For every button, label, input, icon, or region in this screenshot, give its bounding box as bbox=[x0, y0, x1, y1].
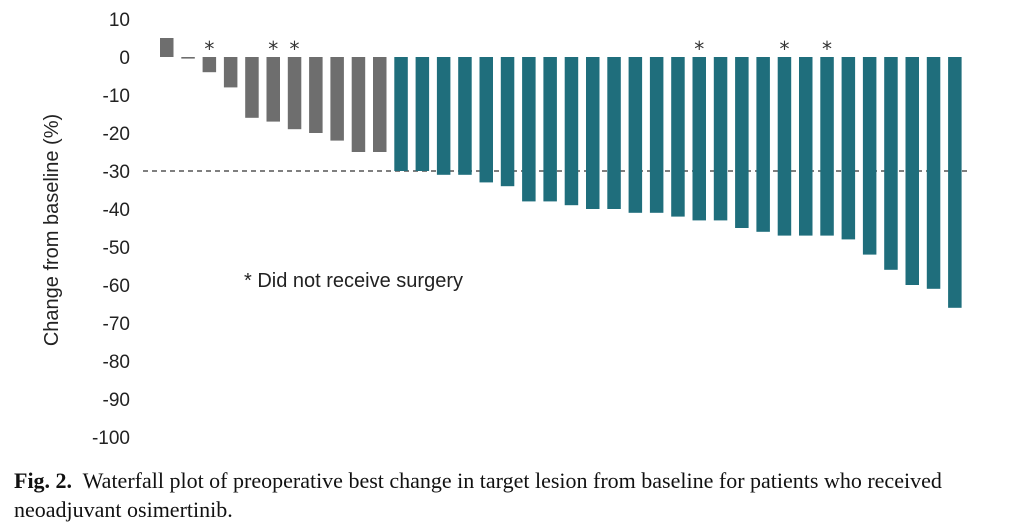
y-tick-label: -90 bbox=[103, 390, 130, 411]
bar bbox=[905, 57, 919, 285]
bar bbox=[713, 57, 728, 221]
bar bbox=[202, 57, 217, 73]
bar bbox=[415, 57, 430, 171]
waterfall-chart: 10 0 -10 -20 -30 -40 -50 -60 -70 -80 -90 -100 Chang… bbox=[41, 10, 970, 449]
bar bbox=[777, 57, 792, 236]
bar bbox=[671, 57, 685, 217]
figure-label: Fig. 2. bbox=[14, 468, 73, 493]
no-surgery-star: * bbox=[779, 37, 789, 61]
bar bbox=[160, 38, 174, 57]
y-tick-label: 10 bbox=[109, 10, 130, 31]
bar bbox=[692, 57, 706, 221]
bar bbox=[330, 57, 344, 141]
bar bbox=[309, 57, 323, 133]
y-tick-label: -40 bbox=[103, 200, 130, 221]
y-axis-ticks: 10 0 -10 -20 -30 -40 -50 -60 -70 -80 -90 -100 bbox=[92, 10, 130, 449]
no-surgery-star: * bbox=[694, 37, 704, 61]
bar bbox=[948, 57, 962, 308]
y-axis-title: Change from baseline (%) bbox=[41, 114, 63, 346]
y-tick-label: -50 bbox=[103, 238, 130, 259]
no-surgery-star: * bbox=[290, 37, 300, 61]
bar bbox=[586, 57, 600, 209]
y-tick-label: -20 bbox=[103, 124, 130, 145]
bar bbox=[458, 57, 472, 175]
bar bbox=[841, 57, 856, 240]
bar bbox=[351, 57, 366, 152]
y-tick-label: -100 bbox=[92, 428, 130, 449]
bar bbox=[926, 57, 941, 289]
no-surgery-star: * bbox=[822, 37, 832, 61]
bar bbox=[628, 57, 643, 213]
y-tick-label: 0 bbox=[119, 48, 130, 69]
bar bbox=[884, 57, 898, 270]
bar bbox=[543, 57, 557, 202]
stars-group: * * * * * * bbox=[204, 37, 832, 61]
bar bbox=[479, 57, 493, 183]
bar bbox=[649, 57, 664, 213]
bar bbox=[181, 57, 195, 59]
y-tick-label: -30 bbox=[103, 162, 130, 183]
y-tick-label: -80 bbox=[103, 352, 130, 373]
bar bbox=[564, 57, 579, 206]
bar bbox=[820, 57, 834, 236]
bar bbox=[607, 57, 621, 209]
bar bbox=[862, 57, 877, 255]
bar bbox=[522, 57, 536, 202]
caption-text: Waterfall plot of preoperative best chan… bbox=[14, 468, 942, 522]
figure-caption: Fig. 2. Waterfall plot of preoperative b… bbox=[14, 466, 999, 524]
y-tick-label: -10 bbox=[103, 86, 130, 107]
bar bbox=[500, 57, 515, 187]
bar bbox=[756, 57, 770, 232]
no-surgery-star: * bbox=[268, 37, 278, 61]
y-tick-label: -70 bbox=[103, 314, 130, 335]
no-surgery-star: * bbox=[204, 37, 214, 61]
bar bbox=[266, 57, 280, 122]
bar bbox=[223, 57, 238, 88]
bar bbox=[735, 57, 749, 228]
bar bbox=[436, 57, 451, 175]
bar bbox=[799, 57, 813, 236]
bar bbox=[245, 57, 259, 118]
bars-group bbox=[160, 38, 962, 308]
legend-note: * Did not receive surgery bbox=[244, 270, 463, 292]
bar bbox=[287, 57, 302, 130]
bar bbox=[394, 57, 408, 171]
bar bbox=[373, 57, 387, 152]
y-tick-label: -60 bbox=[103, 276, 130, 297]
